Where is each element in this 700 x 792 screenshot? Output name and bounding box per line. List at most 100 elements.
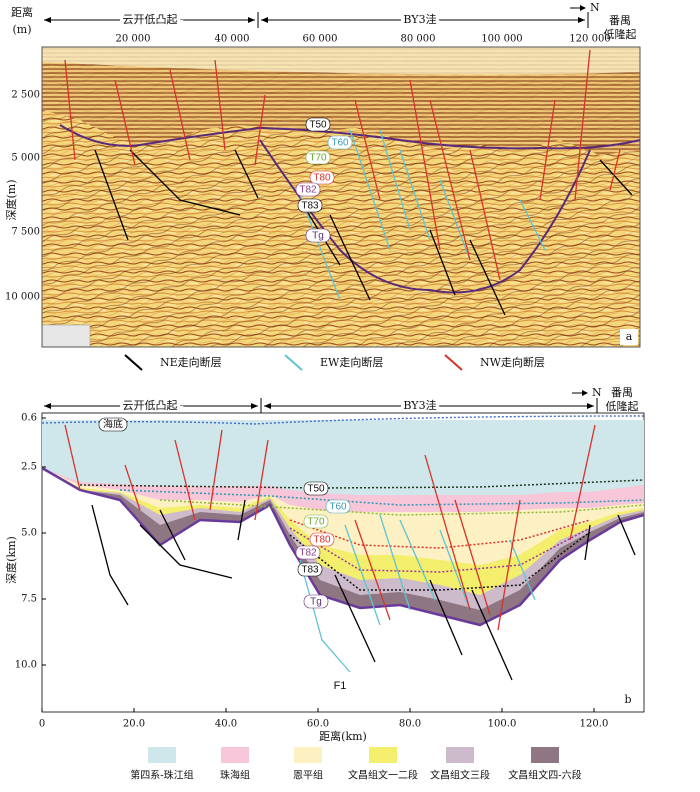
legend-label: 恩平组 (293, 769, 323, 782)
horizon-labels-b-shape (303, 481, 329, 496)
region-label: 番禺 (611, 386, 633, 399)
seismic-faults-shape (94, 149, 129, 241)
section-faults-shape (334, 574, 376, 663)
horizon-labels-b-shape (297, 562, 323, 577)
horizon-labels-b-shape (98, 417, 128, 432)
horizon-labels-b-shape (325, 499, 351, 514)
cross-section-shape-shape (289, 527, 591, 573)
section-faults-shape (64, 424, 81, 491)
horizon-label: T70 (307, 517, 325, 528)
horizon-label: Tg (310, 597, 322, 608)
region-label: BY3洼 (403, 398, 436, 412)
legend-a: NE走向断层 EW走向断层 NW走向断层 (124, 354, 545, 371)
y-tick-label: 5 000 (11, 153, 40, 164)
panel-a-header-shape (580, 5, 586, 11)
horizon-labels-a-shape (297, 198, 323, 213)
panel-label: b (624, 693, 631, 706)
region-label: 低隆起 (606, 399, 639, 413)
seismic-faults-shape (574, 49, 591, 201)
seismic-image-shape (41, 46, 641, 348)
seismic-faults-shape (469, 239, 506, 316)
horizon-labels-b: 海底 T50 T60 T70 T80 T82 T83 Tg F1 b (98, 417, 632, 706)
section-faults-shape (569, 424, 596, 541)
horizon-labels-a-shape (295, 182, 321, 197)
horizon-labels-a-shape (620, 329, 638, 345)
horizon-label: T60 (331, 138, 349, 149)
y-tick-label: 10 000 (5, 292, 40, 303)
horizon-label: T50 (307, 484, 325, 495)
y-tick-label: 2.5 (21, 462, 37, 473)
section-faults-shape (124, 464, 141, 511)
seismic-faults-shape (64, 59, 76, 161)
legend-a-shape (444, 354, 463, 371)
legend-b-shape (369, 747, 397, 763)
section-faults-shape (617, 514, 636, 556)
section-faults-shape (139, 524, 233, 579)
x-tick-label: 60.0 (307, 719, 329, 730)
legend-a-shape (284, 354, 303, 371)
horizon-label: T82 (299, 185, 317, 196)
legend-label: NE走向断层 (160, 355, 222, 369)
y-tick-label: 7 500 (11, 227, 40, 238)
section-faults-shape (159, 509, 186, 561)
y-tick-label: 5.0 (21, 528, 37, 539)
x-axis-label: 距离(km) (319, 729, 367, 743)
x-tick-label: 40.0 (215, 719, 237, 730)
cross-section-shape-shape (289, 519, 591, 549)
x-tick-label: 120.0 (580, 719, 609, 730)
x-tick-label: 20.0 (123, 719, 145, 730)
seismic-image-shape (42, 47, 640, 75)
section-faults-shape (584, 524, 591, 561)
seismic-faults-shape (114, 79, 136, 166)
region-label: 番禺 (609, 14, 631, 27)
horizon-label: T82 (299, 548, 317, 559)
legend-label: 文昌组文四-六段 (508, 769, 581, 782)
seismic-faults-shape (429, 99, 471, 261)
seismic-faults-shape (519, 199, 546, 251)
section-faults-shape (424, 454, 471, 611)
seismic-faults-shape (429, 229, 456, 296)
y-tick-label: 7.5 (21, 594, 37, 605)
x-tick-label: 80 000 (401, 34, 436, 45)
section-faults-shape (254, 439, 269, 521)
seismic-faults-shape (299, 194, 341, 301)
seismic-faults-shape (234, 149, 259, 199)
distance-label: 距离 (11, 5, 33, 19)
section-faults-shape (509, 539, 536, 601)
legend-b-shape (294, 747, 322, 763)
legend-label: 文昌组文三段 (430, 769, 490, 782)
distance-unit: (m) (12, 23, 31, 36)
seismic-faults-shape (379, 129, 411, 231)
seismic-faults-shape (349, 129, 391, 251)
cross-section-shape-shape (159, 499, 645, 516)
north-label: N (592, 386, 602, 399)
region-label: 云开低凸起 (123, 399, 178, 412)
horizon-labels-b-shape (295, 545, 321, 560)
legend-label: EW走向断层 (320, 355, 383, 369)
fault-label: F1 (334, 680, 347, 692)
legend-b-shape (221, 747, 249, 763)
section-faults-shape (209, 429, 223, 511)
x-tick-label: 60 000 (303, 34, 338, 45)
horizon-labels-a-shape (305, 117, 331, 132)
legend-label: NW走向断层 (480, 355, 545, 369)
y-tick-label: 2 500 (11, 90, 40, 101)
seismic-faults-shape (399, 149, 431, 241)
legend-b-shape (148, 747, 176, 763)
panel-b-header-shape (582, 390, 588, 396)
horizon-label: T80 (313, 173, 331, 184)
x-tick-label: 100.0 (488, 719, 517, 730)
horizon-label: T70 (309, 153, 327, 164)
seismic-faults-shape (539, 99, 556, 201)
horizon-label: T83 (301, 565, 319, 576)
horizon-labels-a-shape (305, 228, 331, 243)
cross-section (41, 412, 645, 713)
x-tick-labels: 20 000 40 000 60 000 80 000 100 000 120 … (116, 34, 611, 45)
panel-a-header: 距离 (m) 云开低凸起 BY3洼 N 番禺 低隆起 (11, 1, 637, 41)
section-faults-shape (237, 499, 246, 541)
section-faults (64, 424, 636, 681)
seismic-faults (64, 49, 633, 316)
